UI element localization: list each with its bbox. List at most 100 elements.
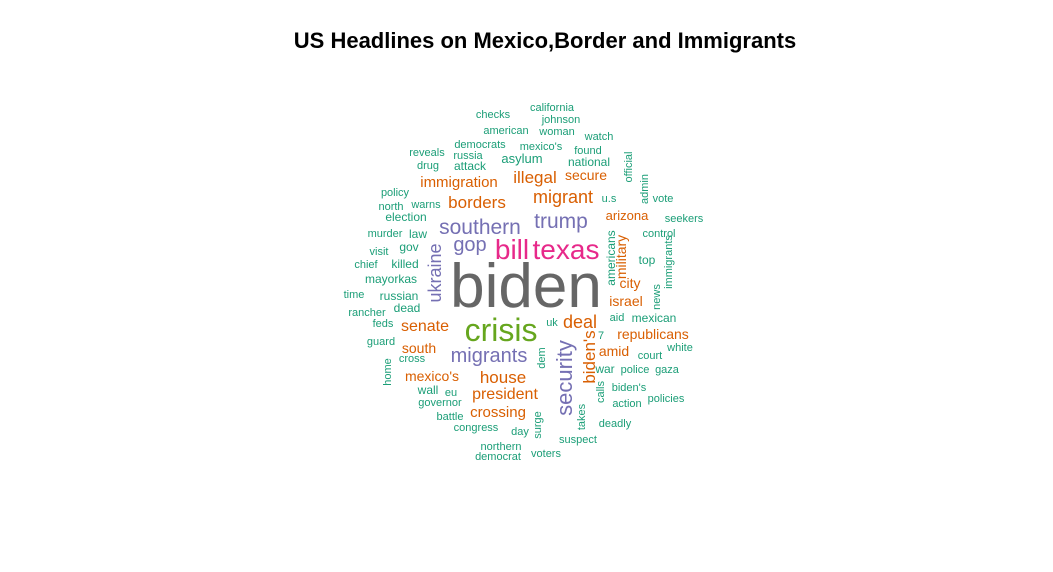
word-guard-60: guard xyxy=(367,336,395,348)
word-northern-69: northern xyxy=(481,441,522,453)
word-russia-32: russia xyxy=(453,150,483,162)
word-israel-21: israel xyxy=(609,293,642,309)
word-trump-5: trump xyxy=(534,210,588,233)
word-cross-61: cross xyxy=(399,353,426,365)
word-borders-11: borders xyxy=(448,193,506,212)
word-ukraine-9: ukraine xyxy=(425,243,445,302)
word-migrant-10: migrant xyxy=(533,187,593,207)
word-military-27: military xyxy=(613,235,629,279)
word-visit-51: visit xyxy=(370,246,389,258)
word-election-47: election xyxy=(385,210,426,224)
word-news-90: news xyxy=(651,284,663,310)
word-congress-67: congress xyxy=(454,422,499,434)
word-action-83: action xyxy=(612,398,641,410)
word-california-40: california xyxy=(530,102,575,114)
word-top-92: top xyxy=(639,253,656,267)
word-admin-97: admin xyxy=(639,174,651,204)
word-court-86: court xyxy=(638,350,662,362)
word-immigrants-91: immigrants xyxy=(663,235,675,289)
word-amid-23: amid xyxy=(599,343,629,359)
word-drug-43: drug xyxy=(417,160,439,172)
word-russian-56: russian xyxy=(380,289,419,303)
word-house-15: house xyxy=(480,368,526,387)
word-law-48: law xyxy=(409,227,427,241)
word-police-80: police xyxy=(621,364,650,376)
word-security-6: security xyxy=(552,340,577,416)
word-white-87: white xyxy=(666,342,693,354)
word-republicans-20: republicans xyxy=(617,326,689,342)
word-voters-71: voters xyxy=(531,448,561,460)
word-aid-89: aid xyxy=(610,312,625,324)
word-7-78: 7 xyxy=(598,330,604,342)
word-control-94: control xyxy=(642,228,675,240)
word-policy-44: policy xyxy=(381,187,410,199)
word-takes-74: takes xyxy=(576,403,588,430)
word-rancher-58: rancher xyxy=(348,307,386,319)
word-chief-53: chief xyxy=(354,259,378,271)
word-democrat-70: democrat xyxy=(475,451,521,463)
word-wall-63: wall xyxy=(417,383,439,397)
word-battle-66: battle xyxy=(437,411,464,423)
word-texas-2: texas xyxy=(533,234,600,265)
word-murder-49: murder xyxy=(368,228,403,240)
word-mexico-s-34: mexico's xyxy=(520,141,563,153)
word-biden-s-82: biden's xyxy=(612,382,647,394)
word-southern-4: southern xyxy=(439,216,521,239)
word-migrants-7: migrants xyxy=(451,345,528,367)
word-senate-17: senate xyxy=(401,318,449,335)
word-found-35: found xyxy=(574,145,602,157)
word-immigration-18: immigration xyxy=(420,174,498,191)
word-governor-65: governor xyxy=(418,397,462,409)
word-secure-24: secure xyxy=(565,167,607,183)
word-dead-57: dead xyxy=(394,301,421,315)
word-time-55: time xyxy=(344,289,365,301)
word-arizona-22: arizona xyxy=(606,208,649,223)
word-dem-76: dem xyxy=(536,347,548,368)
word-american-37: american xyxy=(483,125,528,137)
word-deadly-85: deadly xyxy=(599,418,632,430)
word-seekers-95: seekers xyxy=(665,213,704,225)
word-gov-50: gov xyxy=(399,240,418,254)
word-mayorkas-54: mayorkas xyxy=(365,272,417,286)
word-gaza-81: gaza xyxy=(655,364,680,376)
word-deal-13: deal xyxy=(563,312,597,332)
word-suspect-72: suspect xyxy=(559,434,597,446)
word-vote-96: vote xyxy=(653,193,674,205)
word-national-30: national xyxy=(568,155,610,169)
word-illegal-12: illegal xyxy=(513,168,556,187)
word-policies-84: policies xyxy=(648,393,685,405)
word-gop-8: gop xyxy=(453,234,486,256)
word-americans-93: americans xyxy=(604,230,618,285)
chart-title: US Headlines on Mexico,Border and Immigr… xyxy=(293,28,797,53)
word-crossing-19: crossing xyxy=(470,404,526,421)
word-biden-s-14: biden's xyxy=(580,330,599,383)
word-city-28: city xyxy=(620,275,641,291)
word-bill-3: bill xyxy=(495,234,529,265)
word-north-45: north xyxy=(378,201,403,213)
word-u-s-99: u.s xyxy=(602,193,617,205)
word-south-26: south xyxy=(402,340,436,356)
word-killed-52: killed xyxy=(391,257,418,271)
word-feds-59: feds xyxy=(373,318,394,330)
word-crisis-1: crisis xyxy=(465,312,538,348)
word-eu-64: eu xyxy=(445,387,457,399)
word-official-98: official xyxy=(623,152,635,183)
word-day-68: day xyxy=(511,426,529,438)
word-watch-36: watch xyxy=(584,131,614,143)
word-war-79: war xyxy=(594,362,614,376)
word-mexican-88: mexican xyxy=(632,311,677,325)
word-biden-0: biden xyxy=(450,252,602,321)
word-surge-73: surge xyxy=(532,411,544,439)
word-mexico-s-25: mexico's xyxy=(405,368,459,384)
word-asylum-29: asylum xyxy=(501,151,542,166)
word-attack-31: attack xyxy=(454,159,487,173)
word-johnson-39: johnson xyxy=(541,114,581,126)
word-reveals-42: reveals xyxy=(409,147,445,159)
word-home-62: home xyxy=(382,358,394,386)
word-calls-75: calls xyxy=(595,381,607,404)
word-warns-46: warns xyxy=(410,199,441,211)
word-uk-77: uk xyxy=(546,317,558,329)
word-democrats-33: democrats xyxy=(454,139,506,151)
